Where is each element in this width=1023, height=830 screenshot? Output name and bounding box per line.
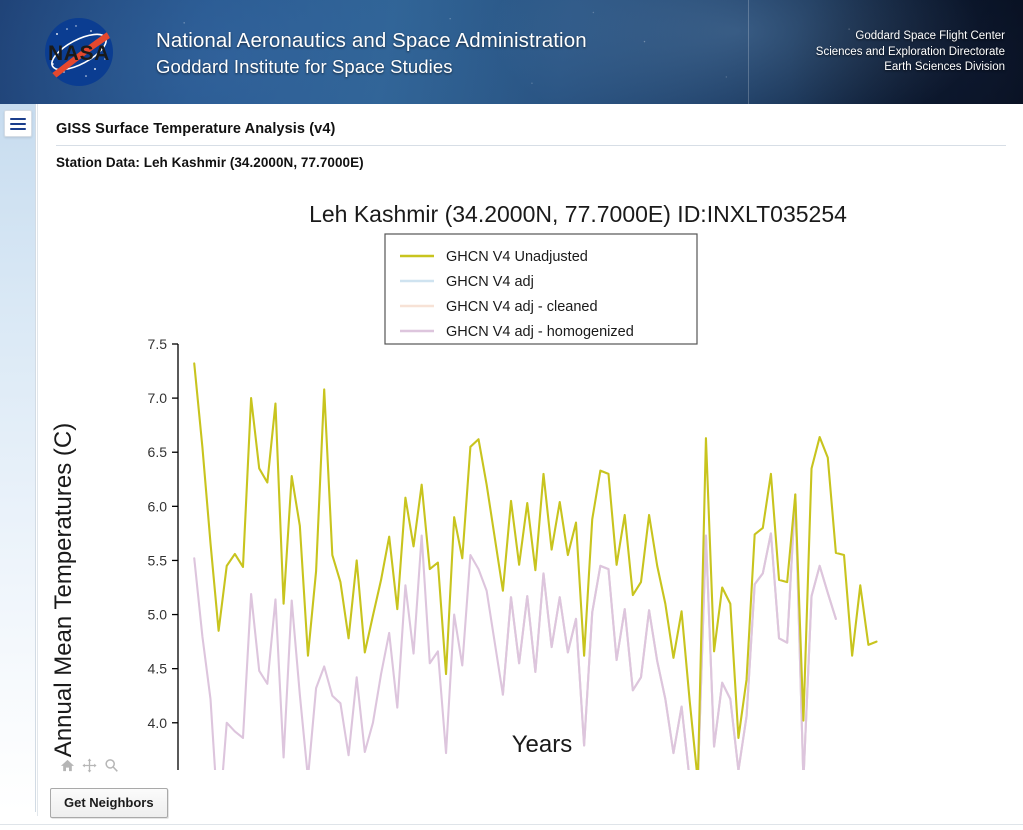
chart-title: Leh Kashmir (34.2000N, 77.7000E) ID:INXL… bbox=[309, 201, 847, 227]
banner-center-line2: Sciences and Exploration Directorate bbox=[815, 45, 1005, 58]
matplotlib-navigation-toolbar[interactable] bbox=[57, 755, 122, 776]
banner-center-info: Goddard Space Flight Center Sciences and… bbox=[816, 29, 1005, 76]
y-tick-label: 4.5 bbox=[148, 661, 168, 677]
y-tick-label: 6.5 bbox=[148, 444, 168, 460]
x-axis-title: Years bbox=[512, 731, 573, 758]
hamburger-bar bbox=[10, 127, 26, 130]
nasa-banner: NASA National Aeronautics and Space Admi… bbox=[0, 0, 1023, 104]
y-axis-title: Annual Mean Temperatures (C) bbox=[50, 423, 77, 757]
page-title: GISS Surface Temperature Analysis (v4) bbox=[56, 121, 336, 137]
bottom-divider bbox=[0, 824, 1023, 825]
banner-agency-name: National Aeronautics and Space Administr… bbox=[156, 29, 587, 52]
y-axis-ticks: 3.03.54.04.55.05.56.06.57.07.5 bbox=[148, 336, 178, 770]
content-panel: GISS Surface Temperature Analysis (v4) S… bbox=[37, 104, 1023, 816]
y-tick-label: 7.0 bbox=[148, 390, 168, 406]
y-tick-label: 7.5 bbox=[148, 336, 168, 352]
data-series-layer bbox=[193, 362, 878, 770]
station-data-label: Station Data: Leh Kashmir (34.2000N, 77.… bbox=[56, 155, 364, 170]
banner-center-line1: Goddard Space Flight Center bbox=[855, 30, 1005, 42]
chart-legend: GHCN V4 Unadjusted GHCN V4 adj GHCN V4 adj… bbox=[384, 233, 698, 345]
legend-label: GHCN V4 adj - homogenized bbox=[446, 324, 634, 340]
y-tick-label: 5.5 bbox=[148, 552, 168, 568]
legend-label: GHCN V4 adj bbox=[446, 274, 534, 290]
hamburger-menu-icon[interactable] bbox=[4, 110, 32, 137]
pan-move-icon[interactable] bbox=[79, 755, 100, 776]
legend-label: GHCN V4 adj - cleaned bbox=[446, 299, 598, 315]
hamburger-bar bbox=[10, 122, 26, 125]
temperature-chart-figure: Leh Kashmir (34.2000N, 77.7000E) ID:INXL… bbox=[38, 190, 1023, 770]
y-tick-label: 3.5 bbox=[148, 769, 168, 770]
svg-text:NASA: NASA bbox=[48, 42, 110, 65]
zoom-magnifier-icon[interactable] bbox=[101, 755, 122, 776]
series-line bbox=[193, 362, 878, 770]
banner-title-block: National Aeronautics and Space Administr… bbox=[156, 27, 587, 79]
legend-box bbox=[384, 233, 698, 345]
y-tick-label: 4.0 bbox=[148, 715, 168, 731]
banner-center-line3: Earth Sciences Division bbox=[884, 61, 1005, 73]
y-tick-label: 6.0 bbox=[148, 498, 168, 514]
banner-institute-name: Goddard Institute for Space Studies bbox=[156, 56, 453, 77]
banner-divider bbox=[748, 0, 749, 104]
y-tick-label: 5.0 bbox=[148, 607, 168, 623]
nasa-meatball-logo: NASA bbox=[45, 18, 113, 86]
title-divider bbox=[56, 145, 1006, 146]
left-sidebar-rail bbox=[0, 104, 36, 812]
legend-label: GHCN V4 Unadjusted bbox=[446, 249, 588, 265]
get-neighbors-button[interactable]: Get Neighbors bbox=[50, 788, 168, 818]
home-icon[interactable] bbox=[57, 755, 78, 776]
series-line bbox=[193, 493, 837, 770]
hamburger-bar bbox=[10, 117, 26, 120]
annual-mean-temperature-line-chart[interactable]: Leh Kashmir (34.2000N, 77.7000E) ID:INXL… bbox=[38, 190, 1023, 770]
